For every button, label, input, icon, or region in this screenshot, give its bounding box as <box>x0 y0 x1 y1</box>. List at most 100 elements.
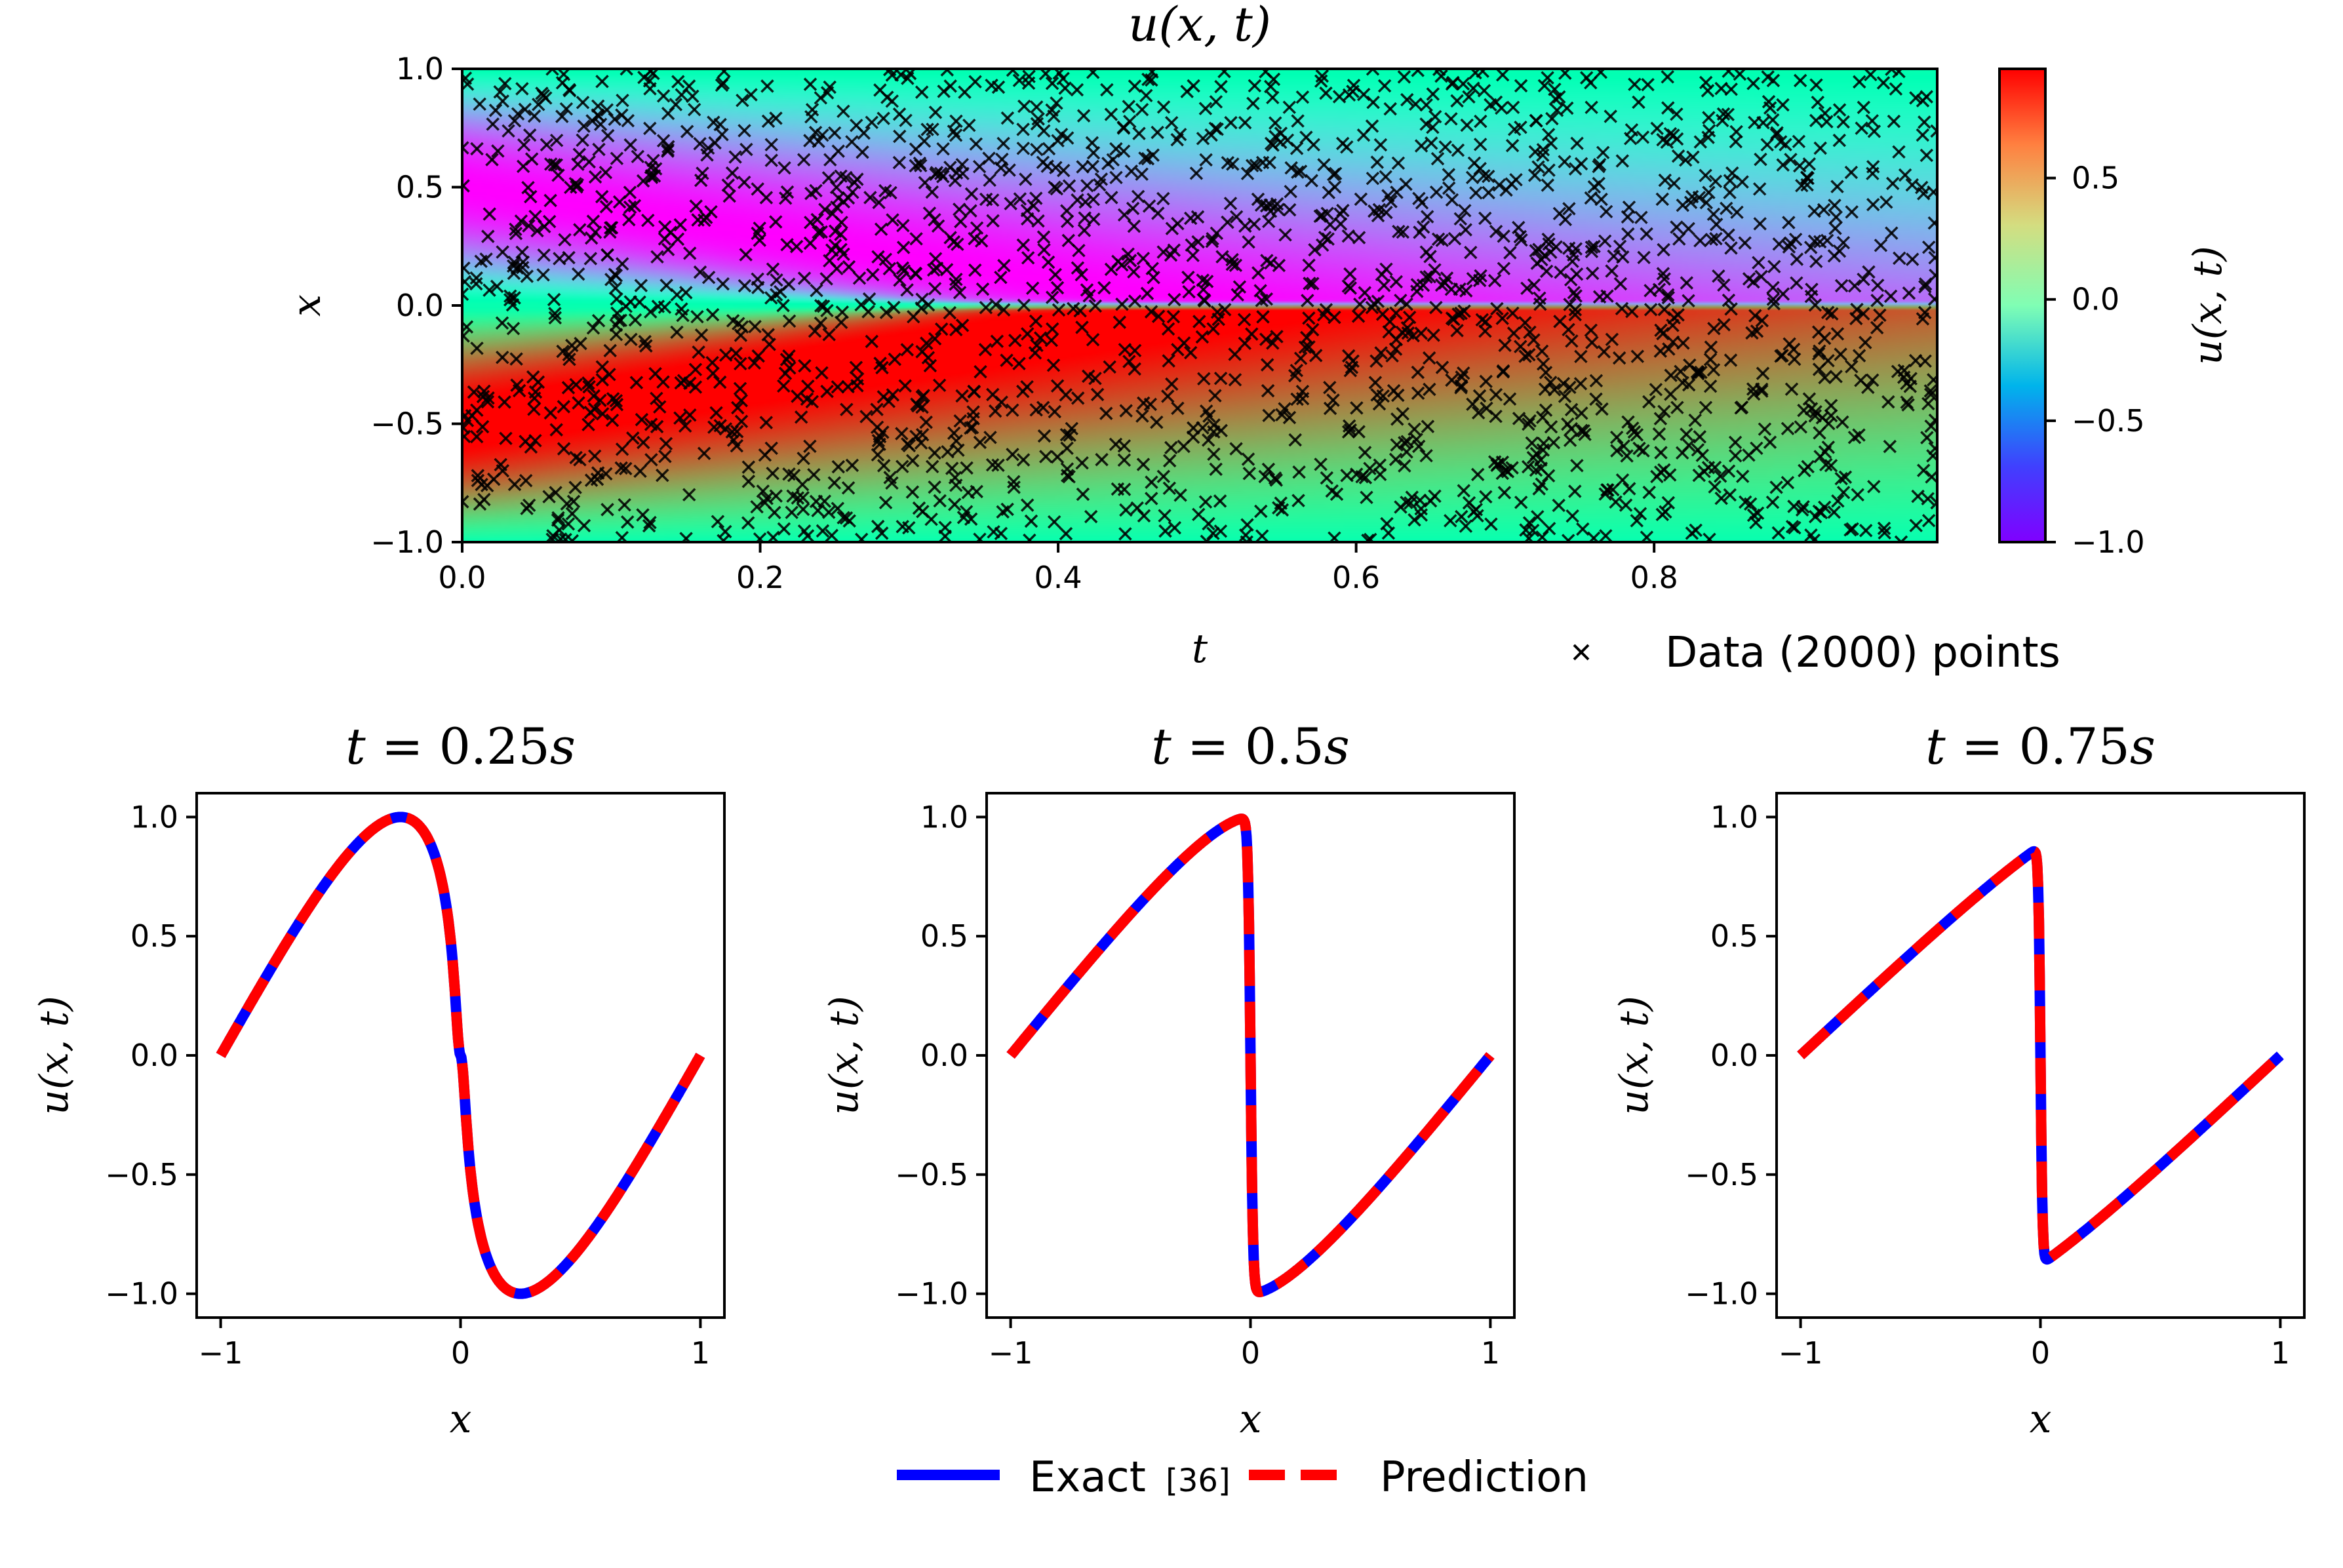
data-point <box>1385 349 1399 363</box>
data-point <box>691 213 705 227</box>
data-point <box>825 528 839 542</box>
data-point <box>1450 94 1464 108</box>
data-point <box>996 136 1010 151</box>
x-tick-label: 0 <box>2031 1335 2050 1371</box>
data-point <box>637 435 650 450</box>
data-point <box>875 361 889 375</box>
data-point <box>1164 441 1178 455</box>
data-point <box>1845 360 1859 374</box>
data-point <box>1095 452 1109 467</box>
data-point <box>738 279 752 293</box>
data-point <box>498 395 511 409</box>
data-point <box>1649 383 1663 397</box>
data-point <box>1898 168 1912 182</box>
data-point <box>1723 186 1737 199</box>
data-point <box>996 303 1011 317</box>
data-point <box>1706 207 1721 222</box>
data-point <box>1866 197 1880 212</box>
data-point <box>1468 69 1482 80</box>
data-point <box>1497 262 1511 275</box>
data-point <box>660 279 673 292</box>
data-point <box>854 532 869 542</box>
data-point <box>1522 516 1537 530</box>
data-point <box>1017 298 1031 312</box>
data-point <box>916 389 930 402</box>
data-point <box>1721 108 1735 121</box>
y-tick-label: 1.0 <box>920 799 968 834</box>
data-point <box>1714 491 1728 505</box>
data-point <box>673 411 687 425</box>
data-point <box>1185 238 1198 252</box>
data-point <box>716 76 730 90</box>
data-point <box>747 356 761 370</box>
x-tick-label: −1 <box>199 1335 243 1371</box>
data-point <box>1358 286 1372 300</box>
data-point <box>949 114 963 128</box>
y-tick-label: −1.0 <box>105 1276 178 1312</box>
heatmap-plot-area <box>462 69 1937 542</box>
data-point <box>1414 139 1428 153</box>
data-point <box>1743 497 1758 511</box>
data-point <box>1623 482 1636 496</box>
data-point <box>909 142 923 156</box>
data-point <box>1269 116 1282 130</box>
data-point <box>1213 524 1228 538</box>
x-tick-label: 0.6 <box>1332 560 1380 595</box>
data-point <box>1197 293 1211 307</box>
data-point <box>551 511 565 525</box>
data-point <box>709 406 723 420</box>
data-point <box>1242 235 1255 249</box>
data-point <box>1242 467 1257 480</box>
y-tick-label: −0.5 <box>1685 1157 1758 1192</box>
data-point <box>1610 444 1624 458</box>
data-point <box>947 498 962 511</box>
data-point <box>1455 509 1468 524</box>
data-point <box>1836 235 1851 250</box>
data-point <box>1323 218 1337 231</box>
data-point <box>1196 132 1210 146</box>
data-point <box>1782 216 1796 229</box>
data-point <box>1016 142 1031 155</box>
data-point <box>586 214 601 228</box>
data-point <box>1686 150 1700 164</box>
data-point <box>515 245 529 260</box>
slice-y-label: u(x, t) <box>1611 996 1657 1115</box>
data-point <box>1145 73 1158 87</box>
data-point <box>1925 470 1937 484</box>
data-point <box>1288 433 1302 447</box>
data-point <box>1487 273 1502 288</box>
data-point <box>1077 224 1092 237</box>
data-point <box>689 199 703 213</box>
data-point <box>815 366 829 380</box>
y-tick-label: 1.0 <box>396 51 444 87</box>
data-point <box>819 272 833 286</box>
data-point <box>1232 280 1247 294</box>
data-point <box>837 104 850 119</box>
data-point <box>469 271 483 285</box>
data-point <box>878 496 893 509</box>
data-point <box>1792 134 1806 149</box>
data-point <box>1118 527 1132 541</box>
data-point <box>1245 327 1259 341</box>
data-point <box>585 114 599 128</box>
data-point <box>827 476 842 490</box>
data-point <box>530 224 544 238</box>
data-point <box>641 213 655 227</box>
data-point <box>1503 246 1517 260</box>
data-point <box>509 226 523 241</box>
data-point <box>679 532 693 542</box>
scatter-legend-label: Data (2000) points <box>1665 629 2060 677</box>
data-point <box>1653 412 1668 425</box>
data-point <box>555 109 569 123</box>
data-point <box>1755 313 1769 328</box>
data-point <box>769 111 783 125</box>
data-point <box>865 115 879 129</box>
data-point <box>1924 419 1937 433</box>
data-point <box>623 138 637 152</box>
data-point <box>982 151 996 165</box>
data-point <box>1497 486 1512 500</box>
data-point <box>1139 88 1153 103</box>
data-point <box>738 124 751 138</box>
data-point <box>561 517 576 531</box>
data-point <box>1156 245 1170 259</box>
